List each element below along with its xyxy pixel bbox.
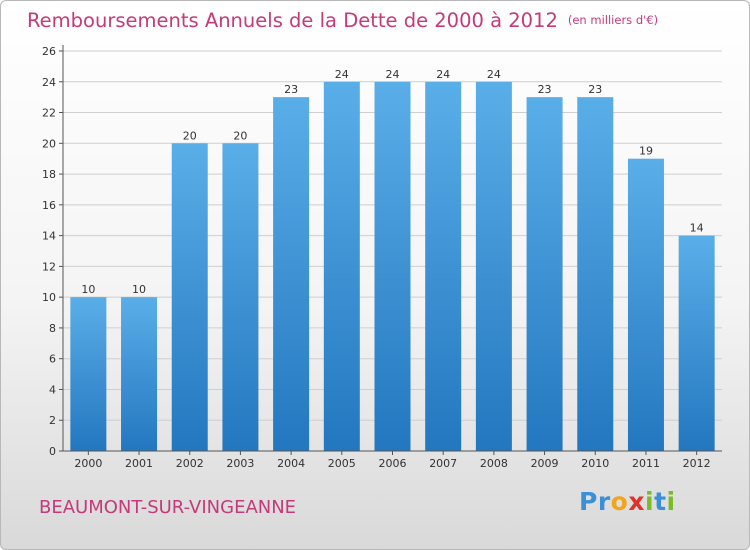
- bar-2008: [475, 81, 512, 452]
- x-tick-label: 2001: [125, 457, 153, 470]
- y-tick-label: 2: [49, 414, 56, 427]
- chart-title: Remboursements Annuels de la Dette de 20…: [27, 9, 658, 32]
- y-tick-label: 18: [42, 168, 56, 181]
- bar-2010: [577, 97, 614, 452]
- city-name: BEAUMONT-SUR-VINGEANNE: [39, 497, 297, 518]
- bar-value-label: 23: [284, 83, 298, 96]
- x-tick-label: 2003: [226, 457, 254, 470]
- bar-2005: [323, 81, 360, 452]
- bar-value-label: 14: [690, 222, 704, 235]
- y-tick-label: 8: [49, 322, 56, 335]
- x-tick-label: 2010: [581, 457, 609, 470]
- bar-value-label: 23: [588, 83, 602, 96]
- bar-value-label: 23: [538, 83, 552, 96]
- y-tick-label: 16: [42, 199, 56, 212]
- y-tick-label: 24: [42, 76, 56, 89]
- y-tick-label: 14: [42, 230, 56, 243]
- x-tick-label: 2002: [176, 457, 204, 470]
- y-tick-label: 26: [42, 45, 56, 58]
- x-tick-label: 2005: [328, 457, 356, 470]
- bar-value-label: 10: [81, 283, 95, 296]
- bar-value-label: 24: [335, 68, 349, 81]
- x-tick-label: 2011: [632, 457, 660, 470]
- bar-value-label: 19: [639, 145, 653, 158]
- y-tick-label: 6: [49, 353, 56, 366]
- x-tick-label: 2007: [429, 457, 457, 470]
- bar-2003: [222, 143, 259, 452]
- proxiti-logo: Proxiti: [579, 487, 676, 516]
- bar-value-label: 24: [487, 68, 501, 81]
- bar-value-label: 20: [233, 129, 247, 142]
- bar-2009: [526, 97, 563, 452]
- bar-2006: [374, 81, 411, 452]
- bar-value-label: 24: [386, 68, 400, 81]
- bar-2002: [171, 143, 208, 452]
- y-tick-label: 0: [49, 445, 56, 458]
- x-tick-label: 2012: [683, 457, 711, 470]
- bar-2000: [70, 297, 107, 451]
- bar-value-label: 10: [132, 283, 146, 296]
- x-tick-label: 2006: [379, 457, 407, 470]
- y-tick-label: 10: [42, 291, 56, 304]
- bar-value-label: 24: [436, 68, 450, 81]
- bar-2001: [121, 297, 158, 451]
- chart-unit: (en milliers d'€): [567, 13, 659, 27]
- x-tick-label: 2009: [531, 457, 559, 470]
- x-tick-label: 2000: [74, 457, 102, 470]
- bar-2004: [273, 97, 310, 452]
- bar-2011: [627, 158, 664, 451]
- y-tick-label: 20: [42, 137, 56, 150]
- y-tick-label: 4: [49, 383, 56, 396]
- bar-value-label: 20: [183, 129, 197, 142]
- bar-2012: [678, 235, 715, 451]
- x-tick-label: 2004: [277, 457, 305, 470]
- x-tick-label: 2008: [480, 457, 508, 470]
- bar-2007: [425, 81, 462, 452]
- y-tick-label: 12: [42, 260, 56, 273]
- y-tick-label: 22: [42, 107, 56, 120]
- chart-title-text: Remboursements Annuels de la Dette de 20…: [27, 9, 558, 32]
